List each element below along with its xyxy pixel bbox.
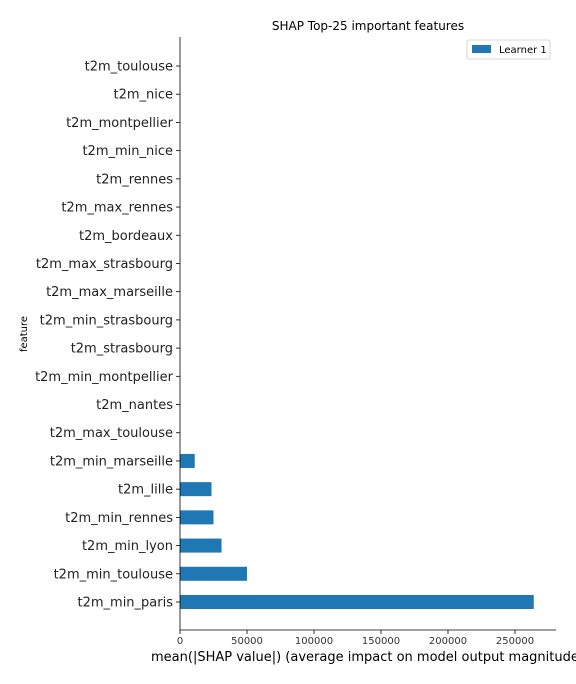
- y-label-t2m-min-montpellier: t2m_min_montpellier: [35, 370, 174, 385]
- x-tick-label-150000: 150000: [362, 636, 400, 647]
- legend: Learner 1: [466, 39, 551, 60]
- bars-group: [180, 453, 534, 609]
- x-tick-label-0: 0: [177, 636, 183, 647]
- y-tick-labels: t2m_toulouse t2m_nice t2m_montpellier t2m_m…: [35, 60, 180, 611]
- legend-swatch-learner-1: [472, 45, 491, 53]
- y-label-t2m-lille: t2m_lille: [118, 483, 173, 498]
- y-label-t2m-max-toulouse: t2m_max_toulouse: [50, 426, 173, 441]
- chart-title: SHAP Top-25 important features: [272, 19, 464, 33]
- y-label-t2m-min-rennes: t2m_min_rennes: [65, 511, 173, 526]
- y-label-t2m-min-strasbourg: t2m_min_strasbourg: [40, 313, 173, 328]
- y-label-t2m-max-strasbourg: t2m_max_strasbourg: [36, 257, 173, 272]
- y-label-t2m-nice: t2m_nice: [113, 88, 173, 103]
- bar-t2m-min-lyon: [180, 538, 222, 553]
- y-axis-label: feature: [19, 316, 30, 352]
- y-label-t2m-toulouse: t2m_toulouse: [85, 60, 173, 75]
- x-tick-label-200000: 200000: [429, 636, 467, 647]
- y-label-t2m-strasbourg: t2m_strasbourg: [71, 342, 173, 357]
- bar-t2m-min-paris: [180, 595, 534, 609]
- x-tick-label-100000: 100000: [295, 636, 333, 647]
- y-label-t2m-min-paris: t2m_min_paris: [78, 596, 174, 611]
- y-label-t2m-min-nice: t2m_min_nice: [82, 144, 173, 159]
- y-label-t2m-max-marseille: t2m_max_marseille: [46, 285, 173, 300]
- x-tick-label-250000: 250000: [496, 636, 534, 647]
- y-label-t2m-rennes: t2m_rennes: [96, 172, 173, 187]
- x-tick-label-50000: 50000: [231, 636, 263, 647]
- bar-t2m-min-marseille: [180, 453, 195, 468]
- y-label-t2m-montpellier: t2m_montpellier: [66, 116, 174, 131]
- x-ticks-group: 0 50000 100000 150000 200000 250000: [177, 630, 534, 647]
- bar-t2m-min-rennes: [180, 510, 214, 525]
- legend-label-learner-1: Learner 1: [499, 45, 547, 56]
- y-label-t2m-max-rennes: t2m_max_rennes: [61, 201, 173, 216]
- y-label-t2m-min-toulouse: t2m_min_toulouse: [54, 567, 173, 582]
- legend-box: [466, 39, 551, 60]
- x-axis-label: mean(|SHAP value|) (average impact on mo…: [151, 650, 576, 665]
- y-label-t2m-min-marseille: t2m_min_marseille: [50, 454, 173, 469]
- bar-t2m-lille: [180, 482, 212, 497]
- y-label-t2m-min-lyon: t2m_min_lyon: [82, 539, 173, 554]
- y-label-t2m-bordeaux: t2m_bordeaux: [79, 229, 173, 244]
- y-label-t2m-nantes: t2m_nantes: [96, 398, 173, 413]
- bar-t2m-min-toulouse: [180, 566, 247, 581]
